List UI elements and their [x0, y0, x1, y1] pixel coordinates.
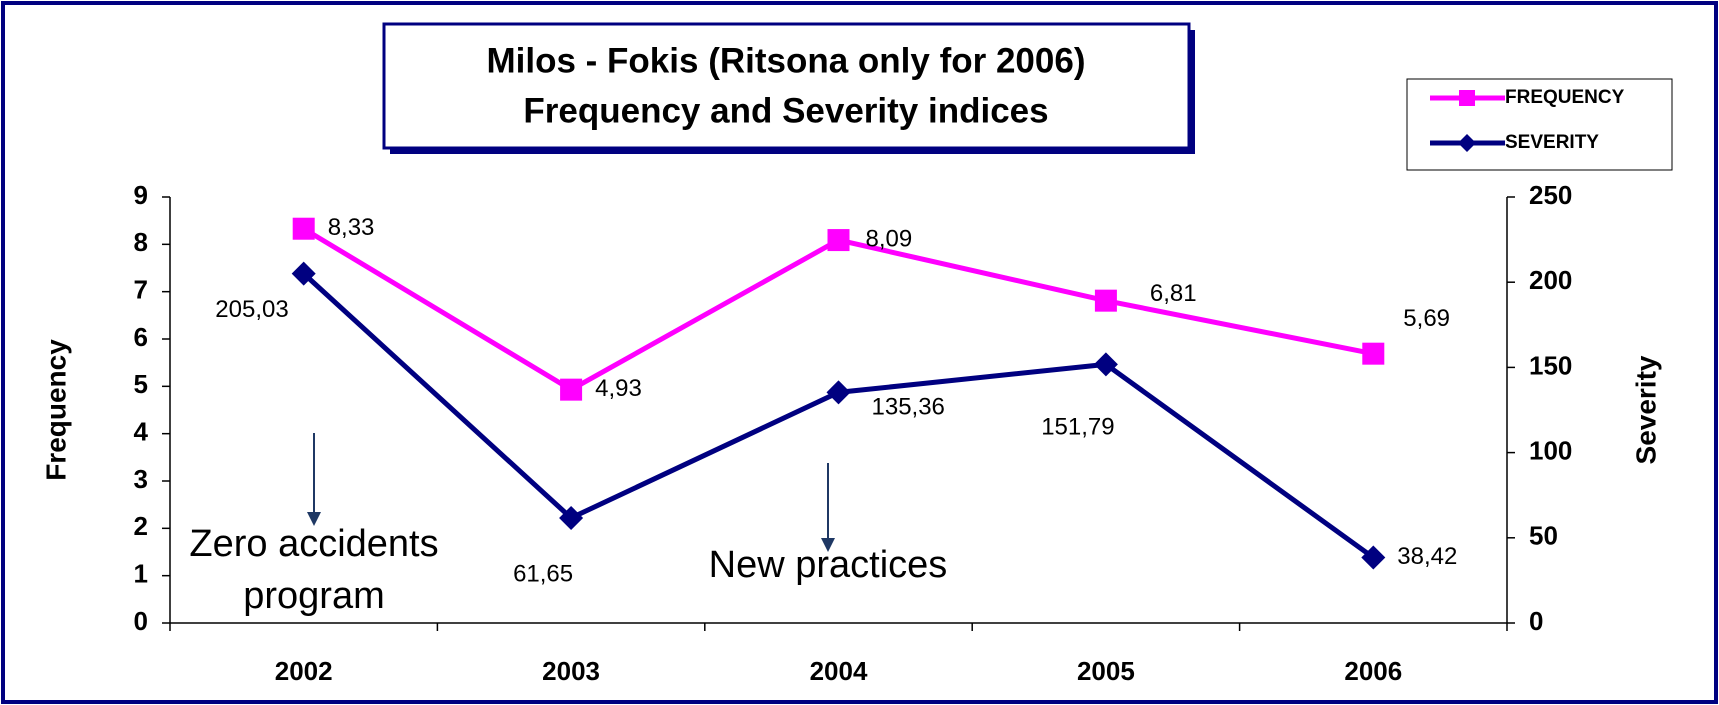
y-tick-label: 7	[134, 275, 148, 305]
x-tick-label: 2006	[1344, 656, 1402, 686]
data-label: 205,03	[215, 296, 288, 323]
y2-tick-label: 150	[1529, 350, 1572, 380]
legend-label: SEVERITY	[1505, 132, 1599, 153]
annotation: program	[243, 575, 385, 617]
x-tick-label: 2005	[1077, 656, 1135, 686]
marker	[1093, 352, 1118, 377]
y2-tick-label: 0	[1529, 606, 1543, 636]
marker	[560, 378, 583, 401]
marker	[826, 380, 851, 405]
x-tick-label: 2002	[275, 656, 333, 686]
data-label: 38,42	[1397, 543, 1457, 570]
legend-marker	[1458, 134, 1476, 152]
marker	[1362, 342, 1385, 365]
data-label: 8,33	[328, 214, 375, 241]
annotation: Zero accidents	[189, 523, 438, 565]
data-label: 6,81	[1150, 280, 1197, 307]
data-label: 151,79	[1041, 414, 1114, 441]
x-tick-label: 2003	[542, 656, 600, 686]
y-tick-label: 9	[134, 180, 148, 210]
y-tick-label: 5	[134, 369, 148, 399]
y2-tick-label: 250	[1529, 180, 1572, 210]
data-label: 61,65	[513, 560, 573, 587]
chart-title: Milos - Fokis (Ritsona only for 2006)	[487, 41, 1086, 80]
data-label: 4,93	[595, 375, 642, 402]
marker	[1361, 545, 1386, 570]
data-label: 8,09	[866, 225, 913, 252]
y2-tick-label: 50	[1529, 521, 1558, 551]
marker	[292, 217, 315, 240]
arrow-head	[821, 538, 835, 552]
y-tick-label: 4	[134, 417, 149, 447]
marker	[1094, 289, 1117, 312]
data-label: 5,69	[1403, 305, 1450, 332]
data-label: 135,36	[872, 394, 945, 421]
y2-tick-label: 200	[1529, 265, 1572, 295]
marker	[559, 505, 584, 530]
legend-label: FREQUENCY	[1505, 87, 1625, 108]
y-tick-label: 3	[134, 464, 148, 494]
marker	[827, 229, 850, 252]
marker	[291, 261, 316, 286]
y-tick-label: 6	[134, 322, 148, 352]
y-tick-label: 2	[134, 511, 148, 541]
chart-title: Frequency and Severity indices	[523, 91, 1048, 130]
legend-box	[1406, 78, 1673, 171]
y-tick-label: 8	[134, 227, 148, 257]
y-axis-label: Frequency	[40, 339, 71, 481]
y2-tick-label: 100	[1529, 435, 1572, 465]
annotation: New practices	[709, 544, 948, 586]
arrow-head	[307, 512, 321, 526]
legend-marker	[1459, 90, 1475, 106]
y-tick-label: 0	[134, 606, 148, 636]
title-box	[382, 22, 1191, 150]
y2-axis-label: Severity	[1630, 355, 1661, 464]
y-tick-label: 1	[134, 559, 148, 589]
x-tick-label: 2004	[810, 656, 868, 686]
